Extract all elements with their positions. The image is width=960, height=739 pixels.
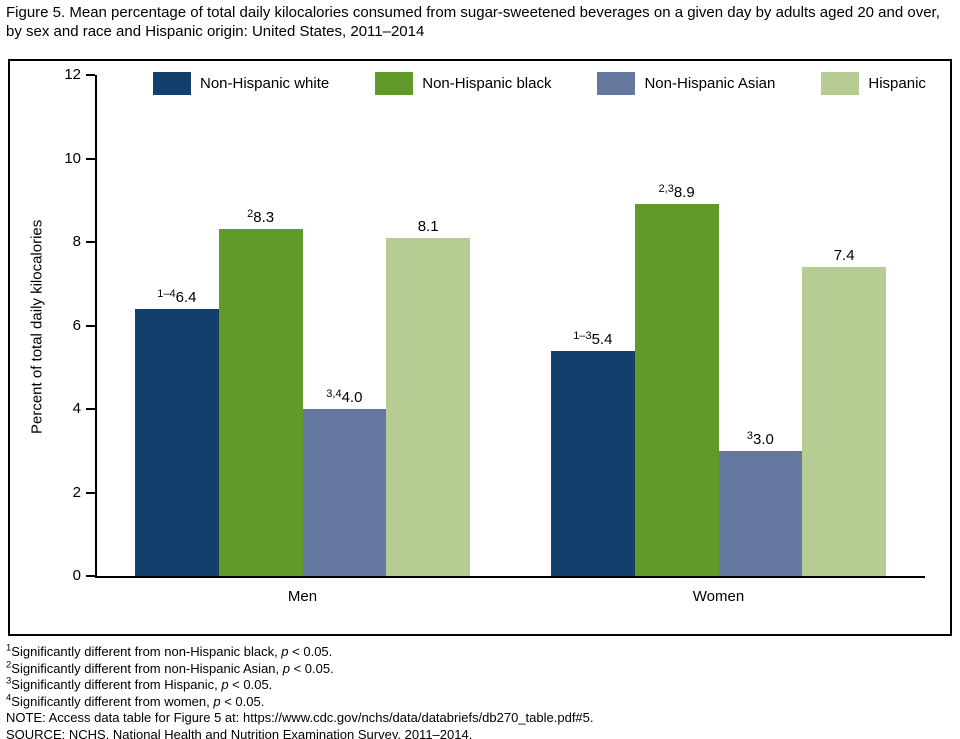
bar-footnote-marker: 3	[746, 429, 754, 442]
y-tick-label: 8	[72, 233, 81, 251]
bar-value-label: 2,38.9	[659, 183, 695, 201]
bar-footnote-marker: 1–3	[573, 329, 592, 342]
bar-value: 4.0	[341, 389, 363, 406]
bar: 2,38.9	[634, 183, 719, 576]
legend-swatch-icon	[821, 72, 860, 95]
legend-swatch-icon	[153, 72, 191, 95]
x-category-label: Women	[692, 588, 745, 605]
bar-footnote-marker: 3,4	[326, 388, 342, 400]
footnote: 1Significantly different from non-Hispan…	[6, 642, 333, 659]
y-tick-label: 12	[64, 66, 81, 83]
y-tick-mark	[86, 491, 95, 494]
y-tick-mark	[86, 408, 95, 411]
bar: 1–35.4	[551, 330, 635, 576]
footnote: 2Significantly different from non-Hispan…	[6, 659, 334, 676]
bar: 33.0	[718, 430, 803, 576]
bar-group-men: 1–46.4 28.3 3,44.0 8.1	[135, 75, 470, 576]
footnote: 3Significantly different from Hispanic, …	[6, 675, 273, 693]
y-tick-label: 6	[72, 316, 81, 334]
legend-label: Non-Hispanic black	[422, 75, 552, 92]
legend: Non-Hispanic white Non-Hispanic black Non-…	[153, 72, 926, 95]
bar: 3,44.0	[302, 388, 387, 576]
bar-value: 6.4	[175, 288, 197, 306]
y-tick-mark	[86, 74, 95, 76]
legend-label: Non-Hispanic Asian	[644, 75, 776, 92]
bar-footnote-marker: 2,3	[658, 183, 674, 196]
bar-value-label: 1–35.4	[573, 330, 612, 348]
y-tick-label: 2	[72, 483, 81, 501]
bar-value: 5.4	[591, 330, 613, 348]
y-tick-label: 4	[72, 400, 81, 418]
footnote-list: 1Significantly different from non-Hispan…	[6, 642, 594, 710]
bar-value: 8.3	[253, 209, 275, 227]
source-line: SOURCE: NCHS, National Health and Nutrit…	[6, 726, 473, 739]
x-category-label: Men	[287, 588, 318, 605]
chart-frame: Non-Hispanic white Non-Hispanic black Non-…	[8, 59, 952, 636]
y-tick-mark	[86, 157, 95, 160]
bar-value: 3.0	[753, 430, 774, 448]
footnotes: 1Significantly different from non-Hispan…	[6, 642, 594, 739]
y-tick-mark	[86, 324, 95, 327]
legend-item: Hispanic	[821, 72, 926, 95]
bar-value: 8.9	[673, 184, 695, 202]
bar: 28.3	[218, 208, 303, 576]
footnote: 4Significantly different from women, p <…	[6, 692, 265, 709]
bar-value-label: 33.0	[747, 430, 774, 448]
bar-value-label: 7.4	[834, 246, 855, 264]
bar-value-label: 28.3	[247, 208, 274, 226]
bar-value-label: 8.1	[418, 217, 439, 235]
legend-item: Non-Hispanic Asian	[597, 72, 775, 95]
bar-footnote-marker: 2	[247, 208, 254, 221]
y-tick-label: 10	[64, 149, 81, 167]
legend-swatch-icon	[375, 72, 414, 95]
legend-swatch-icon	[597, 72, 636, 95]
bar: 1–46.4	[135, 288, 219, 576]
bar-group-women: 1–35.4 2,38.9 33.0 7.4	[551, 75, 886, 576]
bar-value-label: 3,44.0	[326, 388, 362, 406]
legend-label: Non-Hispanic white	[200, 75, 330, 92]
y-tick-label: 0	[72, 567, 81, 584]
y-tick-mark	[86, 241, 95, 244]
legend-item: Non-Hispanic black	[375, 72, 551, 95]
legend-label: Hispanic	[868, 75, 926, 92]
legend-item: Non-Hispanic white	[153, 72, 329, 95]
bar-value: 7.4	[833, 247, 855, 265]
y-tick-mark	[86, 575, 95, 577]
plot-area: 0 2 4 6 8 10 12 1–46.4 28.3 3,44.0 8.1 Men 1–35.4 2,3…	[64, 66, 925, 605]
figure-title: Figure 5. Mean percentage of total daily…	[6, 4, 940, 40]
bar-footnote-marker: 1–4	[157, 287, 176, 300]
bar-value-label: 1–46.4	[157, 288, 196, 306]
bar: 8.1	[386, 218, 470, 576]
note-line: NOTE: Access data table for Figure 5 at:…	[6, 710, 594, 726]
bar-value: 8.1	[417, 217, 439, 235]
bar: 7.4	[802, 247, 886, 576]
